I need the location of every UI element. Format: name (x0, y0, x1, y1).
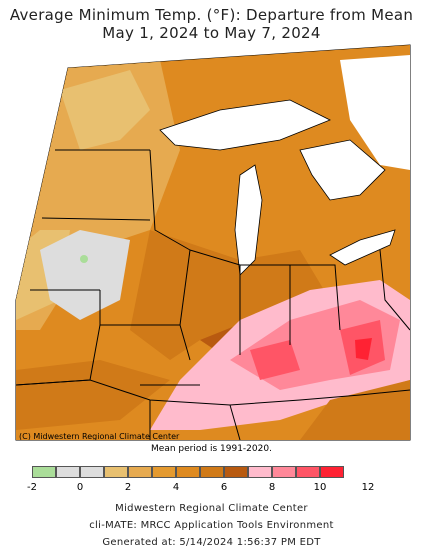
legend-swatch (128, 466, 152, 478)
legend-swatch (176, 466, 200, 478)
footer-generated: Generated at: 5/14/2024 1:56:37 PM EDT (102, 537, 321, 548)
map-date-range: May 1, 2024 to May 7, 2024 (102, 24, 321, 42)
legend-swatch (200, 466, 224, 478)
legend-swatch (224, 466, 248, 478)
footer-tool: cli-MATE: MRCC Application Tools Environ… (89, 520, 334, 531)
mean-period-note: Mean period is 1991-2020. (151, 444, 272, 454)
copyright-credit: (C) Midwestern Regional Climate Center (19, 432, 180, 441)
legend-tick-label: 0 (76, 482, 84, 493)
legend-swatch (104, 466, 128, 478)
legend-swatch (56, 466, 80, 478)
footer-center: Midwestern Regional Climate Center (115, 503, 308, 514)
legend-tick-label: -2 (27, 482, 37, 493)
lake-erie (329, 229, 396, 266)
canada-area (340, 55, 410, 170)
midwest-dark (130, 230, 330, 360)
legend-tick-label: 12 (361, 482, 375, 493)
legend-tick-label: 10 (313, 482, 327, 493)
legend-swatch (248, 466, 272, 478)
gray-region (40, 230, 130, 320)
legend-tick-label: 6 (220, 482, 228, 493)
state-boundaries (15, 149, 411, 441)
green-spot (80, 255, 88, 263)
legend-swatch (152, 466, 176, 478)
lake-superior (159, 99, 331, 151)
legend-tick-label: 2 (124, 482, 132, 493)
se-dark (300, 380, 410, 440)
pink-hot (355, 338, 372, 360)
legend-swatch (80, 466, 104, 478)
legend-tick-label: 4 (172, 482, 180, 493)
nd-light (60, 70, 150, 150)
legend-tick-label: 8 (268, 482, 276, 493)
legend-swatch (320, 466, 344, 478)
legend-swatch (296, 466, 320, 478)
legend-swatch (272, 466, 296, 478)
lake-huron (299, 139, 386, 201)
legend-swatch (32, 466, 56, 478)
pink-red1 (250, 340, 300, 380)
lake-michigan (234, 164, 263, 276)
south-dark (16, 360, 170, 430)
map-title: Average Minimum Temp. (°F): Departure fr… (9, 6, 414, 24)
